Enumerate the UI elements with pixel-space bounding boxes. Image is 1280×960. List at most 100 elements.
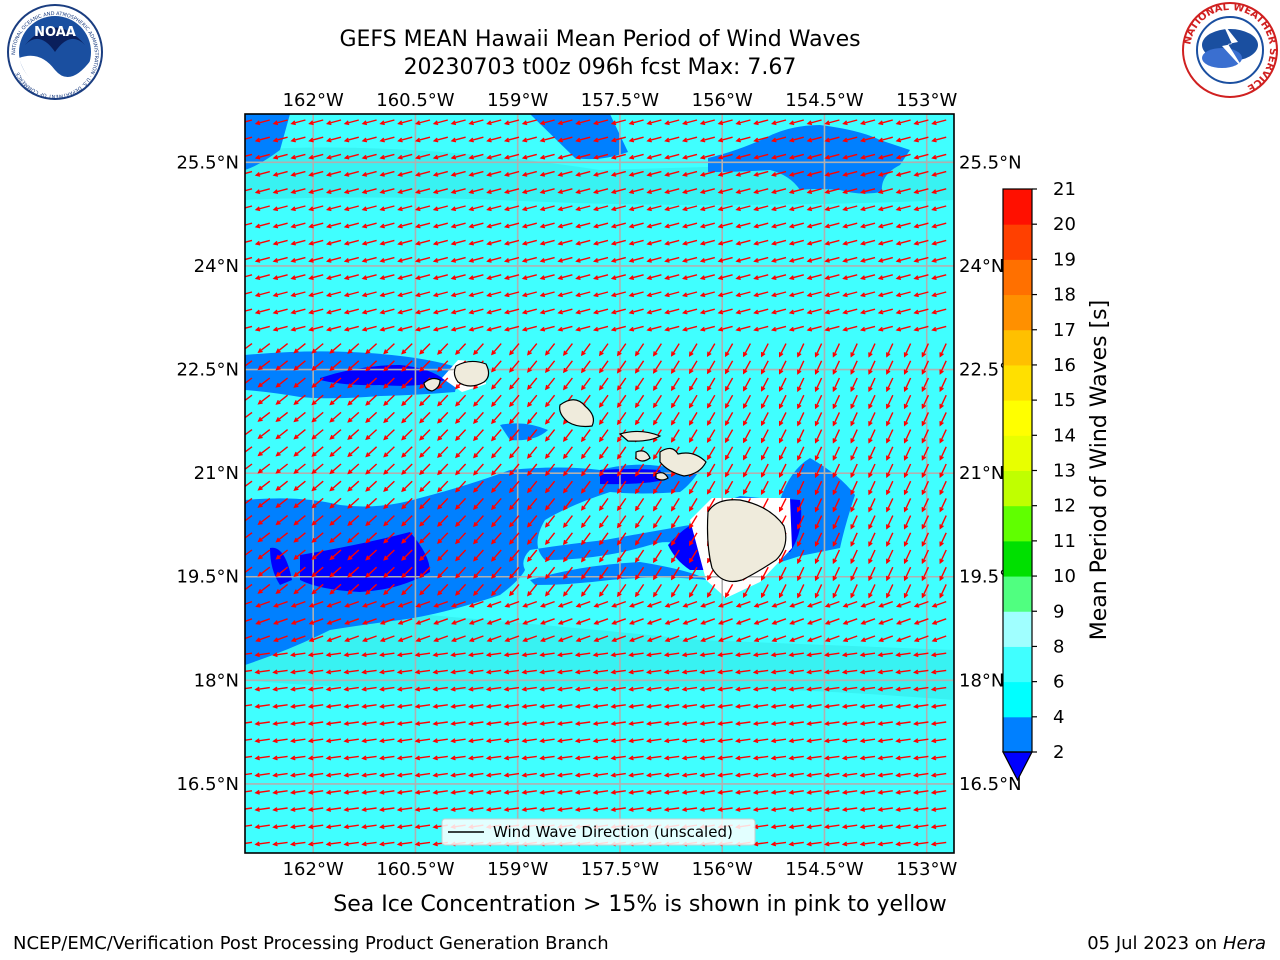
wind-arrow	[824, 308, 840, 315]
wind-arrow	[329, 360, 342, 372]
wind-arrow	[254, 652, 270, 658]
wind-arrow	[939, 429, 947, 444]
wind-arrow	[859, 669, 876, 675]
wind-arrow	[432, 256, 448, 263]
wind-arrow	[735, 153, 751, 160]
wind-arrow	[491, 480, 502, 493]
wind-arrow	[383, 360, 395, 372]
lat-tick-label-right: 16.5°N	[959, 774, 1022, 795]
wind-arrow	[913, 274, 929, 280]
wind-arrow	[245, 411, 253, 419]
wind-arrow	[275, 446, 289, 457]
wind-arrow	[652, 412, 662, 426]
wind-arrow	[401, 497, 413, 510]
wind-arrow	[379, 239, 395, 246]
wind-arrow	[257, 343, 271, 354]
lon-tick-label-bottom: 162°W	[283, 859, 344, 880]
wind-arrow	[824, 618, 840, 625]
wind-arrow	[275, 343, 289, 354]
wind-arrow	[450, 239, 466, 246]
wind-arrow	[432, 755, 448, 761]
wind-arrow	[414, 136, 431, 143]
wind-arrow	[761, 566, 769, 581]
wind-arrow	[717, 652, 733, 658]
wind-arrow	[688, 429, 698, 443]
wind-arrow	[521, 291, 537, 298]
wind-arrow	[503, 772, 520, 778]
wind-arrow	[770, 738, 787, 744]
lon-tick-label-top: 154.5°W	[785, 90, 864, 111]
wind-arrow	[450, 136, 466, 143]
lat-tick-label-right: 24°N	[959, 256, 1004, 277]
wind-arrow	[580, 549, 591, 563]
wind-arrow	[473, 463, 484, 476]
wind-arrow	[414, 686, 431, 692]
wind-arrow	[290, 222, 306, 229]
wind-arrow	[272, 669, 288, 675]
wind-arrow	[735, 789, 751, 795]
colorbar-segment	[1003, 189, 1032, 225]
wind-arrow	[580, 429, 591, 443]
wind-arrow	[491, 549, 502, 562]
wind-arrow	[575, 239, 591, 246]
wind-arrow	[432, 153, 448, 160]
colorbar-tick-label: 15	[1053, 390, 1076, 411]
wind-arrow	[379, 652, 395, 658]
wind-arrow	[682, 635, 698, 642]
wind-arrow	[275, 515, 289, 526]
wind-arrow	[770, 652, 787, 658]
wind-arrow	[628, 239, 644, 246]
wind-arrow	[433, 600, 449, 608]
wind-arrow	[842, 325, 858, 332]
wind-arrow	[347, 446, 360, 458]
wind-arrow	[806, 170, 822, 177]
wind-arrow	[753, 119, 769, 126]
wind-arrow	[797, 498, 805, 513]
wind-arrow	[414, 841, 431, 847]
wind-arrow	[752, 703, 769, 709]
wind-arrow	[397, 153, 413, 160]
wind-arrow	[522, 635, 538, 642]
wind-arrow	[419, 583, 431, 596]
wind-arrow	[361, 153, 377, 160]
wind-arrow	[580, 532, 591, 546]
wind-arrow	[797, 515, 805, 530]
wind-arrow	[663, 807, 680, 812]
wind-arrow	[325, 669, 342, 675]
wind-arrow	[361, 703, 377, 709]
wind-arrow	[895, 755, 911, 761]
wind-arrow	[646, 686, 662, 692]
wind-arrow	[455, 549, 467, 562]
wind-arrow	[521, 652, 537, 658]
wind-arrow	[521, 205, 537, 212]
wind-arrow	[724, 360, 734, 375]
wind-arrow	[450, 652, 466, 658]
colorbar-tick-label: 19	[1053, 249, 1076, 270]
wind-arrow	[562, 377, 573, 391]
wind-arrow	[344, 635, 360, 642]
wind-arrow	[735, 239, 751, 246]
map-frame	[244, 113, 955, 854]
wind-arrow	[254, 841, 270, 847]
wind-arrow	[325, 170, 342, 177]
wind-arrow	[311, 566, 324, 578]
wind-arrow	[275, 480, 289, 491]
wind-arrow	[724, 463, 734, 478]
wind-arrow	[580, 463, 591, 477]
wind-arrow	[859, 153, 876, 160]
wind-arrow	[272, 222, 288, 229]
wind-arrow	[329, 583, 342, 595]
wind-arrow	[293, 532, 306, 543]
wind-arrow	[473, 532, 484, 545]
wind-arrow	[468, 153, 484, 160]
wind-arrow	[539, 807, 555, 812]
lon-tick-label-top: 159°W	[487, 90, 548, 111]
wind-arrow	[379, 686, 395, 692]
wind-arrow	[557, 755, 573, 761]
wind-arrow	[797, 377, 805, 393]
wind-arrow	[503, 222, 520, 229]
wind-arrow	[361, 308, 377, 315]
wind-arrow	[432, 652, 448, 658]
wind-arrow	[539, 721, 555, 726]
wind-arrow	[700, 600, 716, 608]
